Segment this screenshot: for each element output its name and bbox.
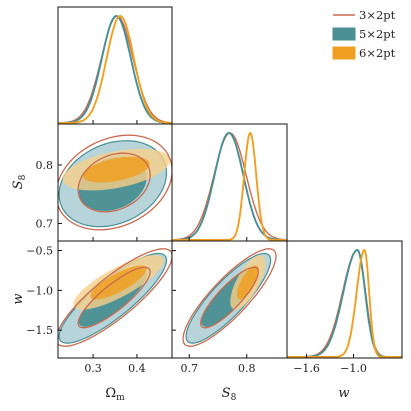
tick-labels: 0.3 0.4 0.7 0.8 −1.6 −1.0 0.7 0.8 −1.5 −1.0 −0.5 Ωm… [11,159,367,403]
xlabel-s8-sub: 8 [231,393,237,403]
fills-w_om [58,252,168,344]
lines-w_s8 [182,248,277,347]
xticklabel-w-0: −1.6 [293,362,320,375]
yticklabel-w-0: −1.5 [26,324,53,337]
xticklabel-s8-1: 0.8 [238,362,256,375]
contour-95-s8_om-3x2pt [58,134,172,231]
contour-68-w_om-3x2pt [77,266,151,329]
ylabel-s8: S8 [11,174,28,189]
contour-68-s8_om-3x2pt [77,152,151,213]
legend-label-3x2pt: 3×2pt [359,8,396,22]
xlabel-w-main: w [338,386,349,401]
marginal-om-5x2pt [58,15,172,124]
marginal-w-3x2pt [287,249,402,358]
xlabel-om-main: Ω [105,386,116,401]
frame-w [286,240,403,359]
marginal-w-6x2pt [287,248,402,358]
marginal-w-5x2pt [287,249,402,358]
legend-swatch-6x2pt [332,46,356,60]
contour-68-s8_om-6x2pt [83,156,150,183]
xlabel-w: w [338,386,349,401]
contour-95-w_om-3x2pt [58,248,172,347]
legend-label-6x2pt: 6×2pt [359,46,396,60]
legend-swatch-5x2pt [332,27,356,41]
ylabel-w: w [11,293,26,304]
xlabel-s8-main: S [222,386,231,401]
marginal-om-6x2pt [58,15,172,124]
legend: 3×2pt 5×2pt 6×2pt [332,8,396,60]
xticklabel-om-0: 0.3 [84,362,102,375]
fills-w_s8 [185,252,272,344]
contour-fills [58,140,272,344]
legend-label-5x2pt: 5×2pt [359,27,396,41]
yticklabel-s8-1: 0.8 [36,159,54,172]
yticklabel-s8-0: 0.7 [36,217,54,230]
axes-frames [57,6,403,359]
marginal-om-3x2pt [58,15,172,124]
xlabel-s8: S8 [222,386,237,403]
contour-68-w_om-6x2pt [90,265,147,300]
marginal-s8-5x2pt [171,132,287,241]
contour-95-w_s8-3x2pt [182,248,277,347]
contour-68-w_s8-3x2pt [200,266,259,329]
xlabel-om: Ωm [105,386,125,403]
ylabel-s8-sub: 8 [18,174,28,180]
contour-68-w_s8-6x2pt [237,265,259,300]
xticklabel-s8-0: 0.7 [181,362,199,375]
yticklabel-w-1: −1.0 [26,284,53,297]
xticklabel-w-1: −1.0 [340,362,367,375]
xticklabel-om-1: 0.4 [128,362,146,375]
xlabel-om-sub: m [116,393,125,403]
frame-s8 [171,123,288,242]
ylabel-w-main: w [11,293,26,304]
marginal-s8-6x2pt [172,131,287,241]
marginal-s8-3x2pt [172,132,287,241]
ylabel-s8-main: S [11,180,26,189]
yticklabel-w-2: −0.5 [26,245,53,258]
lines-w_om [58,248,172,347]
lines-s8_om [58,134,172,231]
